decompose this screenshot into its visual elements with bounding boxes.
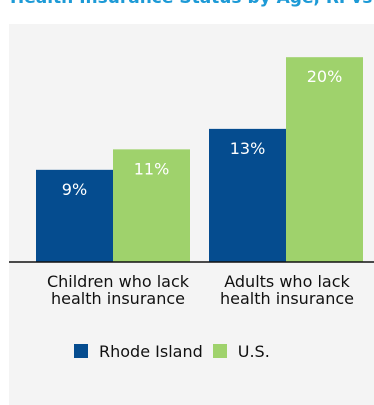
- bar-rhode-island-adults: [209, 128, 286, 262]
- legend-item-us: U.S.: [212, 341, 270, 361]
- bar-us-children: [113, 149, 190, 262]
- data-label-us-children: 11%: [134, 159, 170, 178]
- bar-us-adults: [286, 57, 363, 262]
- legend-label-us: U.S.: [237, 341, 270, 361]
- category-label-adults: Adults who lack health insurance: [220, 272, 354, 308]
- legend-item-rhode-island: Rhode Island: [74, 342, 203, 361]
- legend-label-rhode-island: Rhode Island: [99, 341, 203, 361]
- bar-rhode-island-children: [36, 169, 113, 262]
- data-label-rhode-island-children: 9%: [62, 180, 87, 199]
- legend-swatch-rhode-island: [74, 344, 88, 358]
- legend: Rhode Island U.S.: [74, 341, 280, 361]
- category-label-children: Children who lack health insurance: [47, 272, 190, 308]
- legend-swatch-us: [212, 344, 227, 358]
- data-label-rhode-island-adults: 13%: [230, 139, 266, 158]
- chart-title: Health Insurance Status by Age, RI vs. U…: [10, 0, 374, 8]
- title-band: Health Insurance Status by Age, RI vs. U…: [0, 0, 374, 24]
- data-label-us-adults: 20%: [307, 67, 343, 86]
